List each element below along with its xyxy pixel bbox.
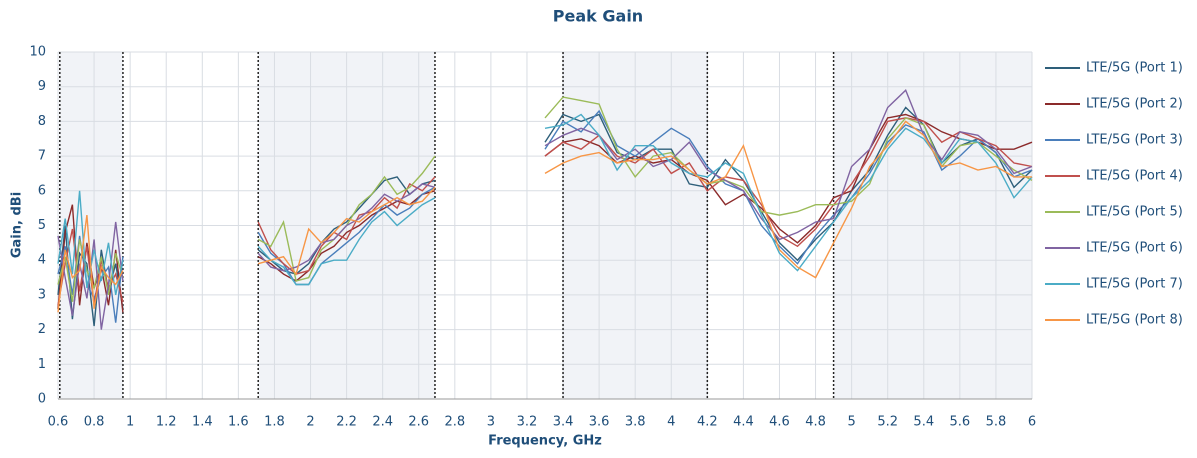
y-tick-label: 4: [38, 253, 46, 268]
x-tick-label: 1.2: [156, 415, 177, 430]
x-tick-label: 3.8: [625, 415, 646, 430]
y-tick-label: 8: [38, 114, 46, 129]
legend-label: LTE/5G (Port 7): [1086, 277, 1183, 292]
x-tick-label: 2.6: [408, 415, 429, 430]
legend-label: LTE/5G (Port 5): [1086, 205, 1183, 220]
legend-label: LTE/5G (Port 3): [1086, 133, 1183, 148]
series-line: [57, 120, 1032, 313]
y-tick-label: 2: [38, 322, 46, 337]
x-tick-label: 1.6: [228, 415, 249, 430]
y-tick-label: 3: [38, 287, 46, 302]
legend-label: LTE/5G (Port 4): [1086, 169, 1183, 184]
legend-label: LTE/5G (Port 8): [1086, 313, 1183, 328]
x-tick-label: 5.2: [877, 415, 898, 430]
x-tick-label: 5: [847, 415, 855, 430]
x-tick-label: 5.6: [950, 415, 971, 430]
x-tick-label: 4.6: [769, 415, 790, 430]
x-tick-label: 4.8: [805, 415, 826, 430]
y-tick-label: 9: [38, 79, 46, 94]
x-tick-label: 5.4: [913, 415, 934, 430]
x-tick-label: 5.8: [986, 415, 1007, 430]
x-tick-label: 2.4: [372, 415, 393, 430]
legend-label: LTE/5G (Port 6): [1086, 241, 1183, 256]
x-axis-title: Frequency, GHz: [488, 434, 602, 449]
legend-label: LTE/5G (Port 2): [1086, 97, 1183, 112]
y-tick-label: 7: [38, 149, 46, 164]
y-tick-label: 6: [38, 183, 46, 198]
x-tick-label: 4.2: [697, 415, 718, 430]
chart-title: Peak Gain: [553, 7, 643, 26]
x-tick-label: 1: [126, 415, 134, 430]
y-tick-label: 5: [38, 218, 46, 233]
x-tick-label: 3: [487, 415, 495, 430]
x-tick-label: 2: [306, 415, 314, 430]
y-axis-title: Gain, dBi: [10, 192, 25, 258]
x-tick-label: 6: [1028, 415, 1036, 430]
x-tick-label: 4.4: [733, 415, 754, 430]
x-tick-label: 2.8: [444, 415, 465, 430]
x-tick-label: 0.6: [48, 415, 69, 430]
legend-label: LTE/5G (Port 1): [1086, 61, 1183, 76]
x-tick-label: 3.6: [589, 415, 610, 430]
y-tick-label: 10: [29, 45, 46, 60]
x-tick-label: 3.2: [517, 415, 538, 430]
y-tick-label: 1: [38, 357, 46, 372]
series-line: [57, 109, 1033, 323]
y-tick-label: 0: [38, 392, 46, 407]
x-tick-label: 2.2: [336, 415, 357, 430]
x-tick-label: 1.8: [264, 415, 285, 430]
x-tick-label: 4: [667, 415, 675, 430]
x-tick-label: 1.4: [192, 415, 213, 430]
x-tick-label: 3.4: [553, 415, 574, 430]
x-tick-label: 0.8: [84, 415, 105, 430]
